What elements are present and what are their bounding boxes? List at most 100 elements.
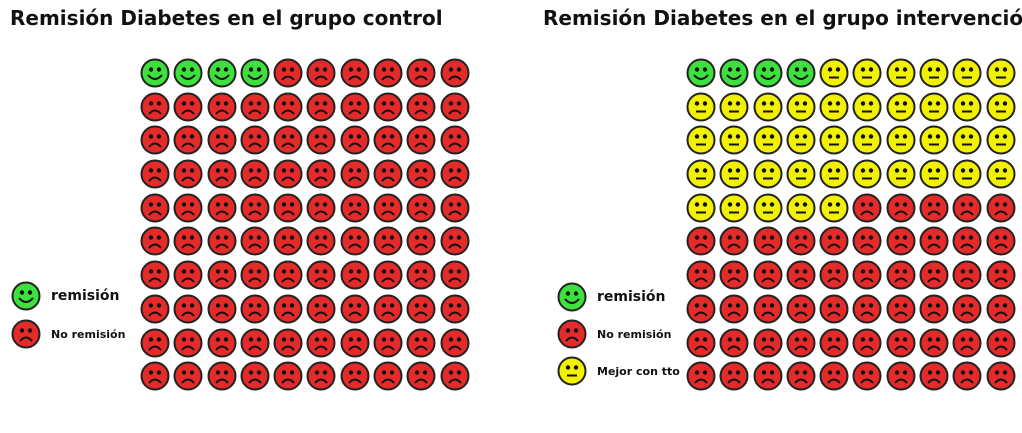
sad-face-icon [440, 125, 470, 155]
sad-face-icon [340, 260, 370, 290]
sad-face-icon [986, 260, 1016, 290]
legend-item-remision: remisión [557, 282, 666, 312]
pictogram-grid-control [140, 58, 473, 395]
sad-face-icon [240, 193, 270, 223]
neutral-face-icon [952, 58, 982, 88]
happy-face-icon [557, 282, 587, 312]
happy-face-icon [207, 58, 237, 88]
sad-face-icon [140, 193, 170, 223]
sad-face-icon [852, 361, 882, 391]
sad-face-icon [406, 58, 436, 88]
sad-face-icon [140, 92, 170, 122]
sad-face-icon [406, 125, 436, 155]
sad-face-icon [753, 328, 783, 357]
sad-face-icon [886, 260, 916, 290]
sad-face-icon [207, 260, 237, 290]
sad-face-icon [173, 92, 203, 122]
sad-face-icon [406, 226, 436, 256]
sad-face-icon [952, 193, 982, 223]
sad-face-icon [986, 328, 1016, 357]
happy-face-icon [173, 58, 203, 88]
sad-face-icon [340, 159, 370, 189]
sad-face-icon [686, 260, 716, 290]
sad-face-icon [11, 319, 41, 349]
sad-face-icon [340, 92, 370, 122]
sad-face-icon [306, 125, 336, 155]
sad-face-icon [140, 125, 170, 155]
sad-face-icon [373, 58, 403, 88]
happy-face-icon [140, 58, 170, 88]
sad-face-icon [240, 260, 270, 290]
sad-face-icon [240, 328, 270, 357]
sad-face-icon [852, 328, 882, 357]
legend-item-no-remision: No remisión [557, 319, 671, 349]
sad-face-icon [886, 226, 916, 256]
sad-face-icon [273, 226, 303, 256]
sad-face-icon [952, 260, 982, 290]
sad-face-icon [406, 92, 436, 122]
sad-face-icon [340, 193, 370, 223]
sad-face-icon [240, 226, 270, 256]
sad-face-icon [440, 193, 470, 223]
sad-face-icon [440, 294, 470, 324]
neutral-face-icon [919, 159, 949, 189]
happy-face-icon [240, 58, 270, 88]
happy-face-icon [786, 58, 816, 88]
sad-face-icon [819, 361, 849, 391]
sad-face-icon [852, 193, 882, 223]
sad-face-icon [886, 294, 916, 324]
sad-face-icon [306, 58, 336, 88]
sad-face-icon [273, 92, 303, 122]
sad-face-icon [273, 294, 303, 324]
sad-face-icon [406, 294, 436, 324]
sad-face-icon [440, 159, 470, 189]
neutral-face-icon [686, 193, 716, 223]
sad-face-icon [173, 361, 203, 391]
neutral-face-icon [852, 159, 882, 189]
neutral-face-icon [952, 159, 982, 189]
sad-face-icon [406, 328, 436, 357]
neutral-face-icon [753, 159, 783, 189]
happy-face-icon [753, 58, 783, 88]
neutral-face-icon [719, 193, 749, 223]
neutral-face-icon [753, 125, 783, 155]
sad-face-icon [273, 159, 303, 189]
sad-face-icon [919, 260, 949, 290]
sad-face-icon [140, 294, 170, 324]
neutral-face-icon [919, 92, 949, 122]
sad-face-icon [173, 159, 203, 189]
sad-face-icon [373, 159, 403, 189]
sad-face-icon [240, 125, 270, 155]
neutral-face-icon [786, 125, 816, 155]
sad-face-icon [406, 159, 436, 189]
neutral-face-icon [819, 193, 849, 223]
sad-face-icon [686, 328, 716, 357]
sad-face-icon [819, 260, 849, 290]
sad-face-icon [140, 260, 170, 290]
legend-label: remisión [51, 288, 120, 304]
neutral-face-icon [886, 58, 916, 88]
sad-face-icon [140, 361, 170, 391]
neutral-face-icon [986, 58, 1016, 88]
happy-face-icon [11, 281, 41, 311]
sad-face-icon [719, 260, 749, 290]
sad-face-icon [886, 328, 916, 357]
neutral-face-icon [919, 125, 949, 155]
sad-face-icon [986, 294, 1016, 324]
neutral-face-icon [952, 125, 982, 155]
sad-face-icon [886, 193, 916, 223]
legend-item-mejor-con-tto: Mejor con tto [557, 356, 680, 386]
sad-face-icon [306, 361, 336, 391]
sad-face-icon [306, 193, 336, 223]
sad-face-icon [273, 260, 303, 290]
sad-face-icon [306, 328, 336, 357]
sad-face-icon [173, 294, 203, 324]
sad-face-icon [819, 328, 849, 357]
neutral-face-icon [986, 159, 1016, 189]
sad-face-icon [273, 361, 303, 391]
sad-face-icon [919, 294, 949, 324]
sad-face-icon [140, 159, 170, 189]
sad-face-icon [919, 361, 949, 391]
sad-face-icon [557, 319, 587, 349]
happy-face-icon [686, 58, 716, 88]
